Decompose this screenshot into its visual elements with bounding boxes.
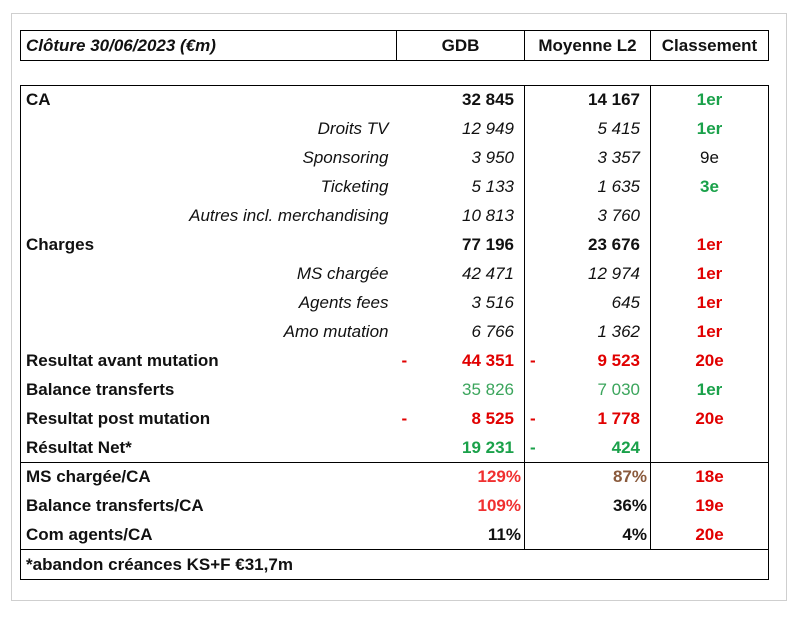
table-row: Sponsoring 3 950 3 357 9e [20, 143, 769, 173]
gdb-value: 35 826 [396, 375, 525, 405]
row-label: Sponsoring [20, 143, 397, 173]
rank-value: 1er [650, 288, 769, 318]
row-label: Resultat avant mutation [20, 346, 397, 376]
table-row: Autres incl. merchandising 10 813 3 760 [20, 201, 769, 231]
header-title: Clôture 30/06/2023 (€m) [20, 30, 397, 61]
rank-value [650, 201, 769, 231]
rank-value: 3e [650, 172, 769, 202]
avg-value: 23 676 [524, 230, 651, 260]
negative-sign: - [401, 351, 408, 370]
table-row: CA 32 845 14 167 1er [20, 85, 769, 115]
row-label: Amo mutation [20, 317, 397, 347]
gdb-value: 5 133 [396, 172, 525, 202]
header-ranking: Classement [650, 30, 769, 61]
table-row: Charges 77 196 23 676 1er [20, 230, 769, 260]
table-row: MS chargée 42 471 12 974 1er [20, 259, 769, 289]
row-label: Autres incl. merchandising [20, 201, 397, 231]
avg-value: 3 357 [524, 143, 651, 173]
table-row: Balance transferts 35 826 7 030 1er [20, 375, 769, 405]
avg-cell: - 1 778 [524, 404, 651, 434]
gdb-value: 10 813 [396, 201, 525, 231]
avg-value: 1 635 [524, 172, 651, 202]
rank-value: 1er [650, 114, 769, 144]
table-row: Ticketing 5 133 1 635 3e [20, 172, 769, 202]
gdb-value: 6 766 [396, 317, 525, 347]
financial-table: Clôture 30/06/2023 (€m) GDB Moyenne L2 C… [20, 30, 769, 580]
row-label: Ticketing [20, 172, 397, 202]
avg-cell: - 9 523 [524, 346, 651, 376]
gdb-value: 129% [396, 462, 525, 492]
negative-sign: - [530, 437, 536, 457]
row-label: Com agents/CA [20, 520, 397, 550]
table-row: Resultat post mutation -8 525 -1 778 20e [20, 404, 769, 434]
avg-value: 3 760 [524, 201, 651, 231]
rank-value: 18e [650, 462, 769, 492]
gdb-value: 77 196 [396, 230, 525, 260]
row-label: Charges [20, 230, 397, 260]
rank-value: 19e [650, 491, 769, 521]
footnote: *abandon créances KS+F €31,7m [20, 549, 769, 580]
avg-value: 12 974 [524, 259, 651, 289]
avg-value: 424 [611, 437, 640, 457]
rank-value: 9e [650, 143, 769, 173]
avg-value: 4% [524, 520, 651, 550]
table-row: Balance transferts/CA 109% 36% 19e [20, 491, 769, 521]
table-row: Amo mutation 6 766 1 362 1er [20, 317, 769, 347]
avg-cell: - 424 [524, 433, 651, 463]
footnote-row: *abandon créances KS+F €31,7m [20, 549, 769, 580]
rank-value: 1er [650, 259, 769, 289]
rank-value: 1er [650, 317, 769, 347]
gdb-value: 109% [396, 491, 525, 521]
avg-value: 7 030 [524, 375, 651, 405]
gdb-cell: - 44 351 [396, 346, 525, 376]
row-label: CA [20, 85, 397, 115]
row-label: MS chargée [20, 259, 397, 289]
rank-value: 20e [650, 520, 769, 550]
row-label: MS chargée/CA [20, 462, 397, 492]
avg-value: 9 523 [597, 351, 640, 370]
avg-value: 1 778 [597, 409, 640, 428]
table-row: Com agents/CA 11% 4% 20e [20, 520, 769, 550]
row-label: Résultat Net* [20, 433, 397, 463]
gdb-value: 12 949 [396, 114, 525, 144]
gdb-value: 32 845 [396, 85, 525, 115]
rank-value [650, 433, 769, 463]
negative-sign: - [530, 409, 536, 428]
table-row: Droits TV 12 949 5 415 1er [20, 114, 769, 144]
header-gdb: GDB [396, 30, 525, 61]
avg-value: 36% [524, 491, 651, 521]
row-label: Balance transferts/CA [20, 491, 397, 521]
avg-value: 645 [524, 288, 651, 318]
negative-sign: - [401, 409, 408, 428]
row-label: Agents fees [20, 288, 397, 318]
rank-value: 20e [650, 404, 769, 434]
row-label: Resultat post mutation [20, 404, 397, 434]
table-row: Agents fees 3 516 645 1er [20, 288, 769, 318]
table-row: MS chargée/CA 129% 87% 18e [20, 462, 769, 492]
header-avg-l2: Moyenne L2 [524, 30, 651, 61]
gdb-value: 8 525 [471, 409, 514, 428]
avg-value: 87% [524, 462, 651, 492]
gdb-value: 3 516 [396, 288, 525, 318]
gdb-value: 3 950 [396, 143, 525, 173]
avg-value: 14 167 [524, 85, 651, 115]
gdb-value: 11% [396, 520, 525, 550]
gdb-value: 19 231 [396, 433, 525, 463]
gdb-cell: - 8 525 [396, 404, 525, 434]
table-row: Resultat avant mutation -44 351 -9 523 2… [20, 346, 769, 376]
rank-value: 1er [650, 85, 769, 115]
negative-sign: - [530, 351, 536, 370]
header-row: Clôture 30/06/2023 (€m) GDB Moyenne L2 C… [20, 30, 769, 61]
rank-value: 1er [650, 230, 769, 260]
avg-value: 1 362 [524, 317, 651, 347]
rank-value: 1er [650, 375, 769, 405]
spacer-row [21, 61, 769, 86]
row-label: Droits TV [20, 114, 397, 144]
gdb-value: 44 351 [462, 351, 514, 370]
rank-value: 20e [650, 346, 769, 376]
table-row: Résultat Net* 19 231 - 424 [20, 433, 769, 463]
gdb-value: 42 471 [396, 259, 525, 289]
row-label: Balance transferts [20, 375, 397, 405]
avg-value: 5 415 [524, 114, 651, 144]
